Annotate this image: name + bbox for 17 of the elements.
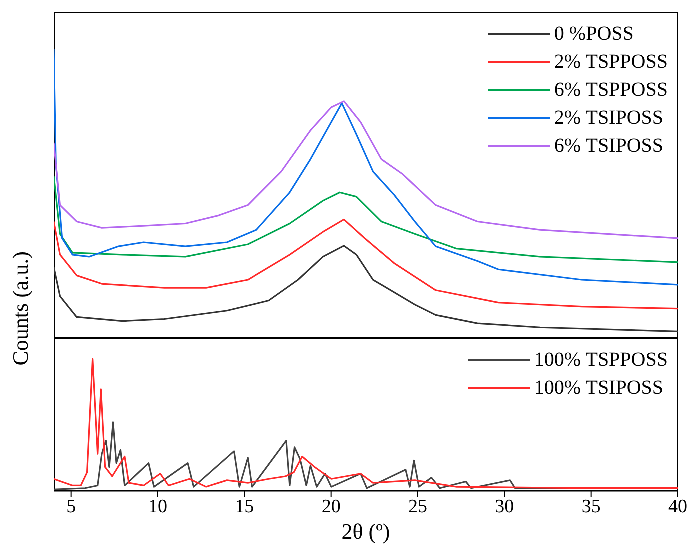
- x-axis-title: 2θ (º): [342, 519, 390, 544]
- x-tick-label: 10: [148, 496, 168, 518]
- legend-label: 100% TSPPOSS: [534, 348, 668, 373]
- legend-label: 100% TSIPOSS: [534, 376, 664, 401]
- x-tick-label: 30: [495, 496, 514, 518]
- legend-label: 6% TSPPOSS: [554, 78, 668, 103]
- legend-label: 2% TSIPOSS: [554, 106, 664, 131]
- x-tick-label: 20: [322, 496, 341, 518]
- x-tick-label: 35: [582, 496, 601, 518]
- x-tick-label: 40: [668, 496, 688, 518]
- x-tick-label: 15: [235, 496, 254, 518]
- legend-label: 2% TSPPOSS: [554, 50, 668, 75]
- y-axis-title: Counts (a.u.): [8, 250, 34, 368]
- legend-label: 6% TSIPOSS: [554, 134, 664, 159]
- x-tick-label: 25: [408, 496, 428, 518]
- legend-label: 0 %POSS: [554, 22, 634, 47]
- x-tick-label: 5: [66, 496, 76, 518]
